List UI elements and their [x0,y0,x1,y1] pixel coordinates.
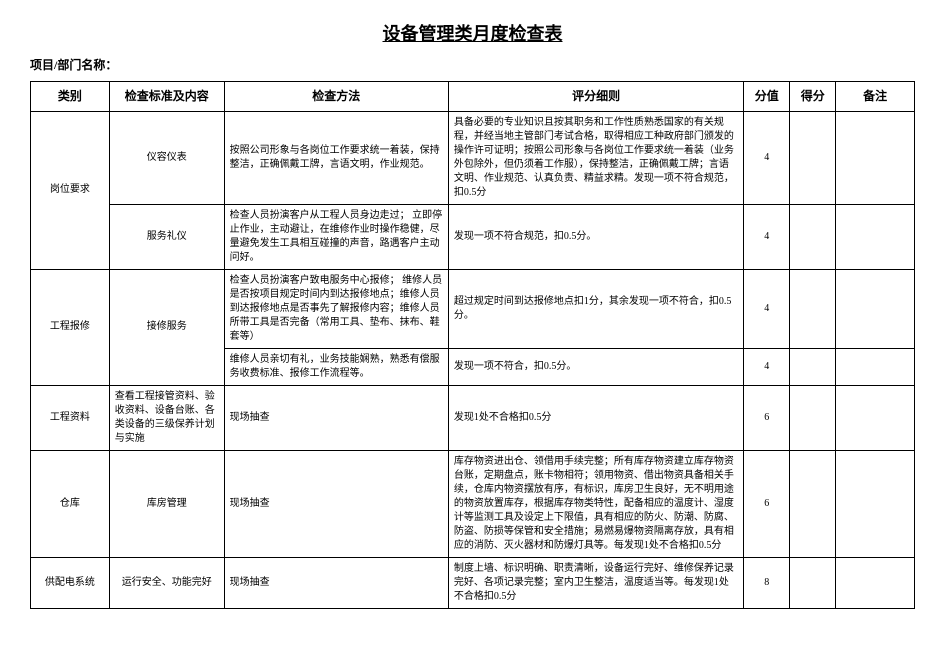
cell-remark [836,269,915,348]
cell-got [790,450,836,557]
cell-method: 现场抽查 [224,385,448,450]
cell-standard: 接修服务 [109,269,224,385]
cell-detail: 发现一项不符合，扣0.5分。 [448,348,743,385]
cell-standard: 查看工程接管资料、验收资料、设备台账、各类设备的三级保养计划与实施 [109,385,224,450]
cell-method: 按照公司形象与各岗位工作要求统一着装，保持整洁，正确佩戴工牌，言语文明，作业规范… [224,111,448,204]
cell-got [790,111,836,204]
table-row: 工程报修 接修服务 检查人员扮演客户致电服务中心报修； 维修人员是否按项目规定时… [31,269,915,348]
cell-method: 检查人员扮演客户致电服务中心报修； 维修人员是否按项目规定时间内到达报修地点；维… [224,269,448,348]
cell-got [790,348,836,385]
table-row: 服务礼仪 检查人员扮演客户从工程人员身边走过； 立即停止作业，主动避让，在维修作… [31,204,915,269]
cell-remark [836,450,915,557]
cell-category: 岗位要求 [31,111,110,269]
header-detail: 评分细则 [448,82,743,112]
cell-got [790,269,836,348]
cell-score: 4 [744,111,790,204]
cell-score: 8 [744,557,790,608]
header-standard: 检查标准及内容 [109,82,224,112]
cell-remark [836,348,915,385]
cell-got [790,557,836,608]
header-category: 类别 [31,82,110,112]
cell-method: 现场抽查 [224,450,448,557]
table-row: 工程资料 查看工程接管资料、验收资料、设备台账、各类设备的三级保养计划与实施 现… [31,385,915,450]
cell-score: 6 [744,385,790,450]
cell-method: 现场抽查 [224,557,448,608]
header-score: 分值 [744,82,790,112]
cell-standard: 服务礼仪 [109,204,224,269]
cell-remark [836,385,915,450]
header-method: 检查方法 [224,82,448,112]
cell-detail: 库存物资进出仓、领借用手续完整；所有库存物资建立库存物资台账，定期盘点，账卡物相… [448,450,743,557]
cell-category: 工程报修 [31,269,110,385]
cell-detail: 制度上墙、标识明确、职责清晰，设备运行完好、维修保养记录完好、各项记录完整；室内… [448,557,743,608]
cell-score: 6 [744,450,790,557]
cell-score: 4 [744,269,790,348]
project-name-label: 项目/部门名称： [30,56,915,73]
cell-detail: 发现一项不符合规范，扣0.5分。 [448,204,743,269]
cell-category: 供配电系统 [31,557,110,608]
table-row: 仓库 库房管理 现场抽查 库存物资进出仓、领借用手续完整；所有库存物资建立库存物… [31,450,915,557]
inspection-table: 类别 检查标准及内容 检查方法 评分细则 分值 得分 备注 岗位要求 仪容仪表 … [30,81,915,609]
cell-score: 4 [744,204,790,269]
cell-detail: 超过规定时间到达报修地点扣1分，其余发现一项不符合，扣0.5分。 [448,269,743,348]
cell-method: 维修人员亲切有礼，业务技能娴熟，熟悉有偿服务收费标准、报修工作流程等。 [224,348,448,385]
table-row: 供配电系统 运行安全、功能完好 现场抽查 制度上墙、标识明确、职责清晰，设备运行… [31,557,915,608]
cell-standard: 库房管理 [109,450,224,557]
header-remark: 备注 [836,82,915,112]
page-title: 设备管理类月度检查表 [30,20,915,46]
cell-standard: 仪容仪表 [109,111,224,204]
cell-standard: 运行安全、功能完好 [109,557,224,608]
cell-got [790,385,836,450]
header-got: 得分 [790,82,836,112]
cell-method: 检查人员扮演客户从工程人员身边走过； 立即停止作业，主动避让，在维修作业时操作稳… [224,204,448,269]
cell-category: 工程资料 [31,385,110,450]
cell-remark [836,111,915,204]
table-row: 岗位要求 仪容仪表 按照公司形象与各岗位工作要求统一着装，保持整洁，正确佩戴工牌… [31,111,915,204]
cell-category: 仓库 [31,450,110,557]
cell-remark [836,204,915,269]
cell-got [790,204,836,269]
table-header-row: 类别 检查标准及内容 检查方法 评分细则 分值 得分 备注 [31,82,915,112]
cell-detail: 发现1处不合格扣0.5分 [448,385,743,450]
cell-score: 4 [744,348,790,385]
cell-remark [836,557,915,608]
cell-detail: 具备必要的专业知识且按其职务和工作性质熟悉国家的有关规程，并经当地主管部门考试合… [448,111,743,204]
